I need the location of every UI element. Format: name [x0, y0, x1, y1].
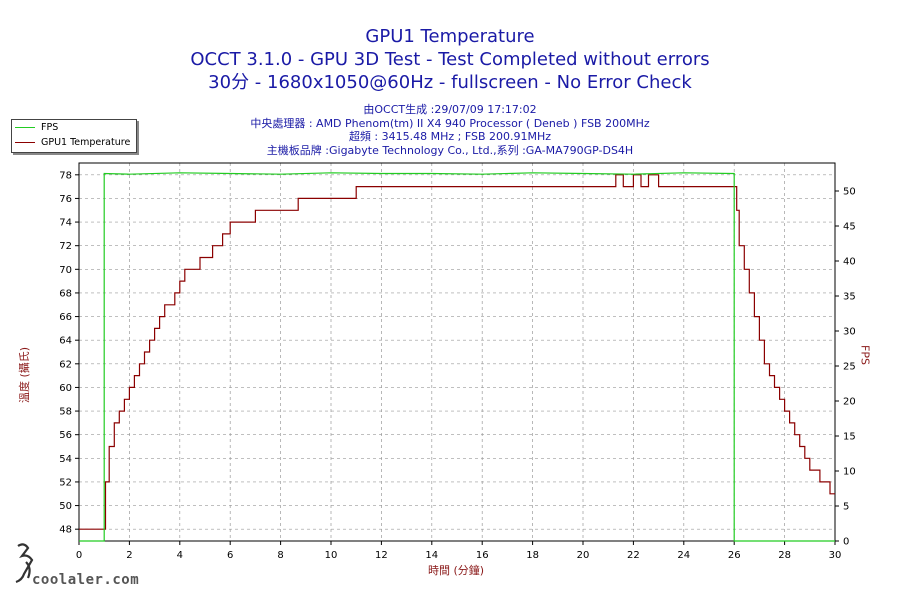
y-tick-label: 74 [59, 218, 72, 229]
x-tick-label: 12 [375, 550, 388, 561]
y-tick-label: 78 [59, 170, 72, 181]
y-tick-label: 70 [59, 265, 72, 276]
x-tick-label: 24 [677, 550, 690, 561]
y-axis-label: 溫度 (攝氏) [18, 346, 31, 404]
x-tick-label: 16 [476, 550, 489, 561]
x-tick-label: 26 [728, 550, 741, 561]
x-tick-label: 18 [526, 550, 539, 561]
plot-area [79, 163, 835, 541]
series-line-temperature [79, 174, 835, 530]
y2-tick-label: 30 [843, 327, 856, 338]
y-tick-label: 52 [59, 477, 72, 488]
info-line-motherboard: 主機板品牌 :Gigabyte Technology Co., Ltd.,系列 … [266, 143, 634, 157]
y2-tick-label: 5 [843, 502, 849, 513]
y2-tick-label: 50 [843, 187, 856, 198]
y2-tick-label: 35 [843, 292, 856, 303]
chart-subtitle-2: 30分 - 1680x1050@60Hz - fullscreen - No E… [208, 72, 692, 93]
x-tick-label: 20 [577, 550, 590, 561]
x-tick-label: 2 [126, 550, 132, 561]
y2-tick-label: 20 [843, 397, 856, 408]
x-tick-label: 6 [227, 550, 233, 561]
chart-subtitle-1: OCCT 3.1.0 - GPU 3D Test - Test Complete… [190, 49, 710, 70]
y2-tick-label: 10 [843, 467, 856, 478]
watermark-text: coolaler.com [32, 572, 140, 588]
x-axis-label: 時間 (分鐘) [427, 564, 485, 577]
plot-frame [78, 162, 836, 542]
y-tick-label: 58 [59, 407, 72, 418]
y2-tick-label: 45 [843, 222, 856, 233]
y2-tick-label: 25 [843, 362, 856, 373]
chart-legend: FPS GPU1 Temperature [11, 119, 137, 153]
y-tick-label: 68 [59, 288, 72, 299]
legend-label-fps: FPS [41, 122, 59, 133]
legend-swatch-fps [15, 127, 35, 128]
x-tick-label: 22 [627, 550, 640, 561]
info-line-overclock: 超頻 : 3415.48 MHz ; FSB 200.91MHz [348, 130, 552, 143]
y-tick-label: 50 [59, 501, 72, 512]
info-line-date: 由OCCT生成 :29/07/09 17:17:02 [363, 103, 537, 116]
y2-axis-label: FPS [858, 345, 872, 365]
x-tick-label: 4 [177, 550, 183, 561]
y2-tick-label: 0 [843, 537, 849, 548]
series-line-fps [79, 172, 835, 542]
x-tick-label: 14 [425, 550, 438, 561]
info-line-cpu: 中央處理器 : AMD Phenom(tm) II X4 940 Process… [250, 116, 650, 130]
x-tick-label: 10 [325, 550, 338, 561]
legend-swatch-temperature [15, 142, 35, 143]
legend-item-temperature: GPU1 Temperature [12, 135, 136, 150]
y-tick-label: 76 [59, 194, 72, 205]
x-tick-label: 0 [76, 550, 82, 561]
y-tick-label: 64 [59, 336, 72, 347]
y2-tick-label: 15 [843, 432, 856, 443]
y-tick-label: 62 [59, 359, 72, 370]
x-tick-label: 8 [277, 550, 283, 561]
x-tick-label: 30 [829, 550, 842, 561]
y-tick-label: 72 [59, 241, 72, 252]
y2-tick-label: 40 [843, 257, 856, 268]
x-tick-label: 28 [778, 550, 791, 561]
chart-title: GPU1 Temperature [365, 26, 535, 47]
legend-label-temperature: GPU1 Temperature [41, 137, 131, 148]
y-tick-label: 56 [59, 430, 72, 441]
y-tick-label: 48 [59, 525, 72, 536]
y-tick-label: 60 [59, 383, 72, 394]
y-tick-label: 66 [59, 312, 72, 323]
y-tick-label: 54 [59, 454, 72, 465]
watermark-logo [15, 543, 34, 584]
legend-item-fps: FPS [12, 120, 136, 135]
